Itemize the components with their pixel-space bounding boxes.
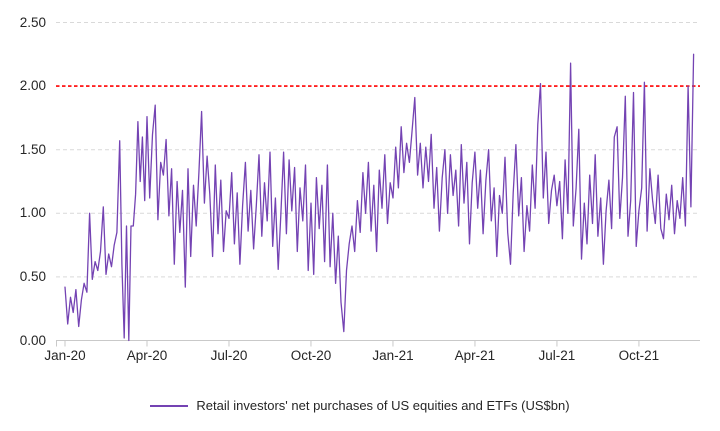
y-tick-label-0.00: 0.00 xyxy=(19,332,46,348)
y-tick-label-2.00: 2.00 xyxy=(19,78,46,94)
y-tick-label-0.50: 0.50 xyxy=(19,268,46,284)
x-tick-label-Jul-21: Jul-21 xyxy=(538,348,576,363)
legend-line-swatch xyxy=(150,404,189,407)
x-tick-label-Oct-21: Oct-21 xyxy=(618,348,660,363)
y-tick-label-1.00: 1.00 xyxy=(19,205,46,221)
legend-label: Retail investors' net purchases of US eq… xyxy=(196,398,570,413)
x-tick-label-Jul-20: Jul-20 xyxy=(210,348,248,363)
y-tick-label-1.50: 1.50 xyxy=(19,141,46,157)
y-tick-label-2.50: 2.50 xyxy=(19,14,46,30)
series-line xyxy=(64,53,695,342)
x-tick-label-Oct-20: Oct-20 xyxy=(290,348,332,363)
x-tick-label-Apr-21: Apr-21 xyxy=(454,348,496,363)
x-tick-label-Apr-20: Apr-20 xyxy=(126,348,168,363)
x-tick-label-Jan-21: Jan-21 xyxy=(372,348,414,363)
x-tick-label-Jan-20: Jan-20 xyxy=(44,348,86,363)
legend: Retail investors' net purchases of US eq… xyxy=(0,398,720,413)
